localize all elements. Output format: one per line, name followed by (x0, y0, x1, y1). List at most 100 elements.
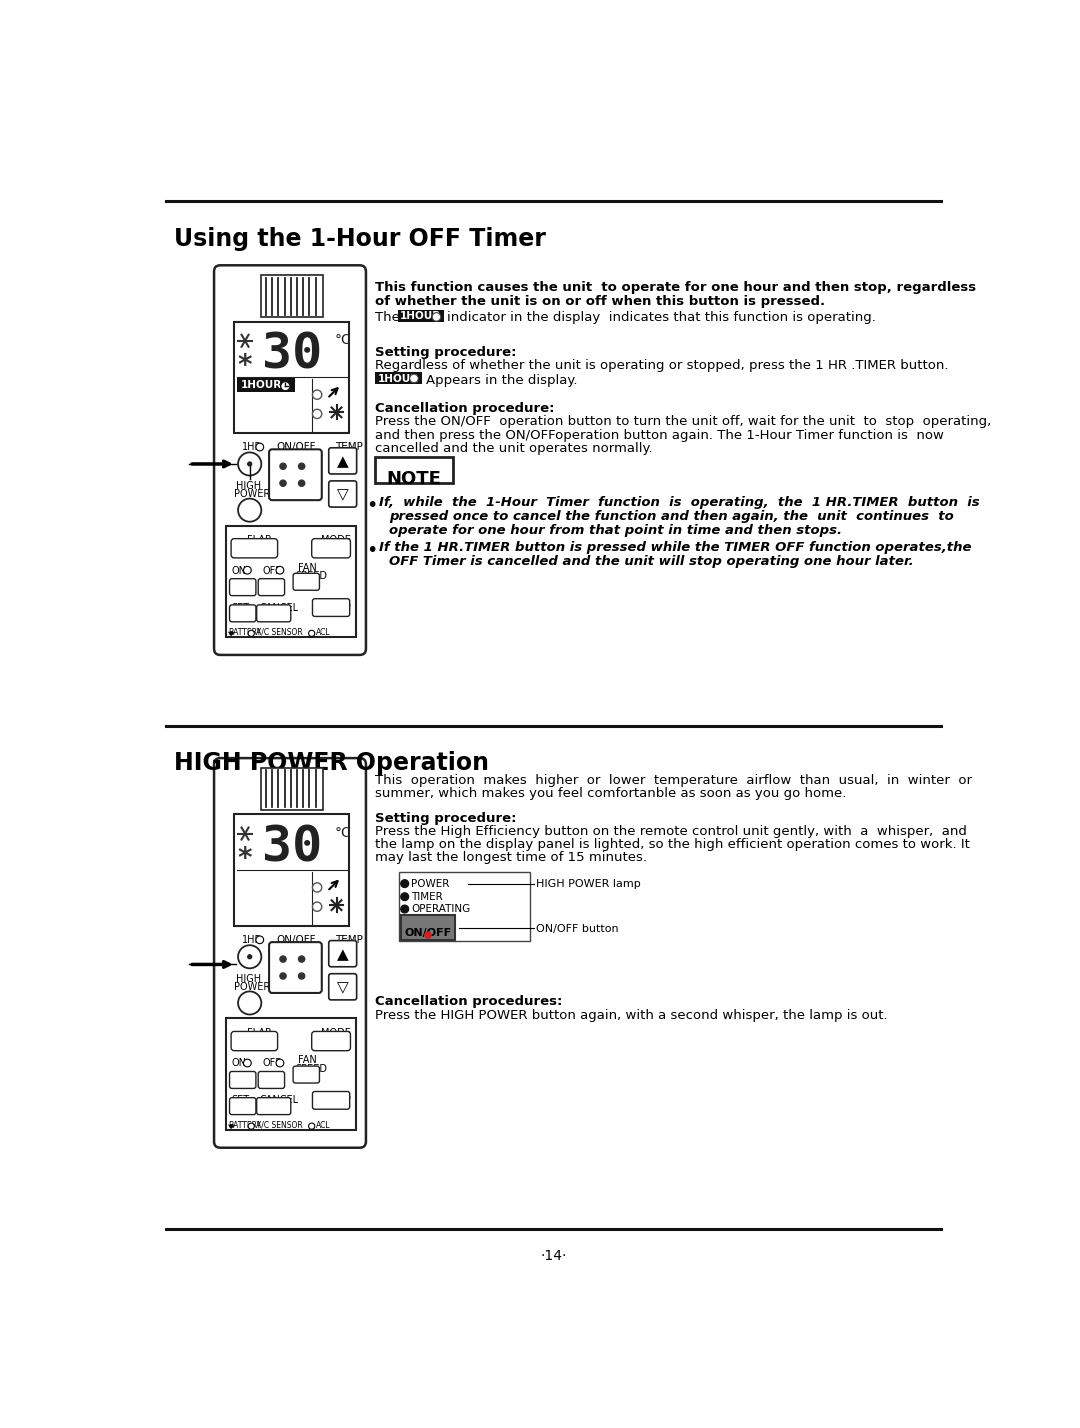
Bar (401, 915, 455, 940)
FancyBboxPatch shape (230, 578, 256, 595)
Text: OFF: OFF (262, 565, 282, 575)
Text: The: The (375, 311, 404, 324)
Circle shape (401, 905, 408, 912)
Circle shape (309, 1122, 314, 1130)
Circle shape (238, 453, 261, 476)
Circle shape (312, 883, 322, 892)
FancyBboxPatch shape (375, 457, 453, 483)
Bar (234, 321, 349, 433)
Text: POWER: POWER (410, 880, 449, 890)
Text: 30: 30 (262, 331, 323, 378)
Circle shape (432, 313, 441, 321)
Circle shape (247, 463, 252, 466)
FancyBboxPatch shape (231, 1031, 278, 1051)
Text: SLEEP: SLEEP (321, 1095, 351, 1105)
Text: Cancellation procedures:: Cancellation procedures: (375, 995, 563, 1008)
Circle shape (298, 480, 305, 487)
Text: operate for one hour from that point in time and then stops.: operate for one hour from that point in … (389, 524, 842, 537)
Circle shape (238, 991, 261, 1014)
FancyBboxPatch shape (214, 266, 366, 655)
Text: cancelled and the unit operates normally.: cancelled and the unit operates normally… (375, 441, 653, 454)
Text: SET: SET (232, 603, 249, 613)
Text: Press the ON/OFF  operation button to turn the unit off, wait for the unit  to  : Press the ON/OFF operation button to tur… (375, 416, 991, 428)
Text: HIGH: HIGH (235, 974, 261, 984)
FancyBboxPatch shape (269, 942, 322, 992)
Text: POWER: POWER (234, 490, 270, 500)
Text: ▽: ▽ (337, 487, 349, 503)
Circle shape (276, 1060, 284, 1067)
Circle shape (424, 932, 431, 938)
FancyBboxPatch shape (293, 1067, 320, 1082)
Circle shape (243, 1060, 252, 1067)
Text: A/C SENSOR: A/C SENSOR (256, 1121, 302, 1130)
FancyBboxPatch shape (312, 1031, 350, 1051)
FancyBboxPatch shape (230, 1098, 256, 1115)
Text: ▽: ▽ (337, 980, 349, 995)
Text: HIGH POWER Operation: HIGH POWER Operation (174, 751, 489, 775)
Text: Using the 1-Hour OFF Timer: Using the 1-Hour OFF Timer (174, 227, 545, 251)
Text: indicator in the display  indicates that this function is operating.: indicator in the display indicates that … (446, 311, 876, 324)
Text: MODE: MODE (321, 1028, 351, 1038)
Text: ▲: ▲ (337, 947, 349, 961)
FancyBboxPatch shape (257, 1098, 291, 1115)
Text: FAN: FAN (298, 563, 316, 573)
Text: FAN: FAN (298, 1055, 316, 1065)
Text: HIGH POWER lamp: HIGH POWER lamp (537, 880, 642, 890)
Text: TEMP: TEMP (335, 443, 363, 453)
Text: NOTE: NOTE (387, 470, 442, 488)
Circle shape (238, 498, 261, 521)
Text: *: * (238, 353, 253, 380)
Bar (227, 526, 356, 637)
Circle shape (238, 945, 261, 968)
Circle shape (247, 955, 252, 958)
Text: °C: °C (335, 825, 352, 840)
Text: pressed once to cancel the function and then again, the  unit  continues  to: pressed once to cancel the function and … (389, 510, 954, 523)
Text: OFF: OFF (262, 1058, 282, 1068)
Text: SET: SET (232, 1095, 249, 1105)
FancyBboxPatch shape (328, 481, 356, 507)
Text: the lamp on the display panel is lighted, so the high efficient operation comes : the lamp on the display panel is lighted… (375, 838, 970, 851)
Circle shape (256, 935, 264, 944)
Text: If,  while  the  1-Hour  Timer  function  is  operating,  the  1 HR.TIMER  butto: If, while the 1-Hour Timer function is o… (379, 497, 980, 510)
Circle shape (280, 463, 286, 470)
Text: Cancellation procedure:: Cancellation procedure: (375, 403, 555, 416)
FancyBboxPatch shape (258, 1071, 284, 1088)
Text: FLAP: FLAP (247, 536, 271, 545)
Text: Press the High Efficiency button on the remote control unit gently, with  a  whi: Press the High Efficiency button on the … (375, 825, 967, 838)
Text: ACL: ACL (316, 1121, 330, 1130)
Text: 1HOUR: 1HOUR (400, 311, 442, 321)
Circle shape (401, 880, 408, 887)
Text: •: • (366, 497, 377, 516)
Circle shape (409, 374, 418, 383)
FancyBboxPatch shape (293, 573, 320, 590)
Text: ·14·: ·14· (540, 1250, 567, 1264)
Text: ACL: ACL (316, 628, 330, 637)
Text: BATTERY: BATTERY (228, 628, 261, 637)
Bar (238, 378, 295, 393)
Text: may last the longest time of 15 minutes.: may last the longest time of 15 minutes. (375, 851, 647, 864)
Text: ON/OFF button: ON/OFF button (537, 924, 619, 934)
Circle shape (298, 463, 305, 470)
FancyBboxPatch shape (328, 448, 356, 474)
Text: MODE: MODE (321, 536, 351, 545)
Circle shape (243, 567, 252, 574)
Circle shape (312, 390, 322, 400)
Text: 1HR: 1HR (242, 935, 262, 945)
Text: ON/OFF: ON/OFF (276, 935, 315, 945)
Text: FLAP: FLAP (247, 1028, 271, 1038)
Text: Setting procedure:: Setting procedure: (375, 813, 516, 825)
FancyBboxPatch shape (231, 538, 278, 558)
Text: Regardless of whether the unit is operating or stopped, press the 1 HR .TIMER bu: Regardless of whether the unit is operat… (375, 360, 948, 373)
Circle shape (256, 443, 264, 451)
Text: 1HOUR: 1HOUR (378, 374, 419, 384)
Circle shape (280, 955, 286, 962)
Text: BATTERY: BATTERY (228, 1121, 261, 1130)
Polygon shape (228, 1125, 234, 1130)
Circle shape (280, 972, 286, 980)
Text: 30: 30 (262, 824, 323, 871)
FancyBboxPatch shape (328, 941, 356, 967)
Text: HIGH: HIGH (235, 481, 261, 491)
Circle shape (401, 892, 408, 901)
FancyBboxPatch shape (312, 538, 350, 558)
Text: A/C SENSOR: A/C SENSOR (256, 628, 302, 637)
